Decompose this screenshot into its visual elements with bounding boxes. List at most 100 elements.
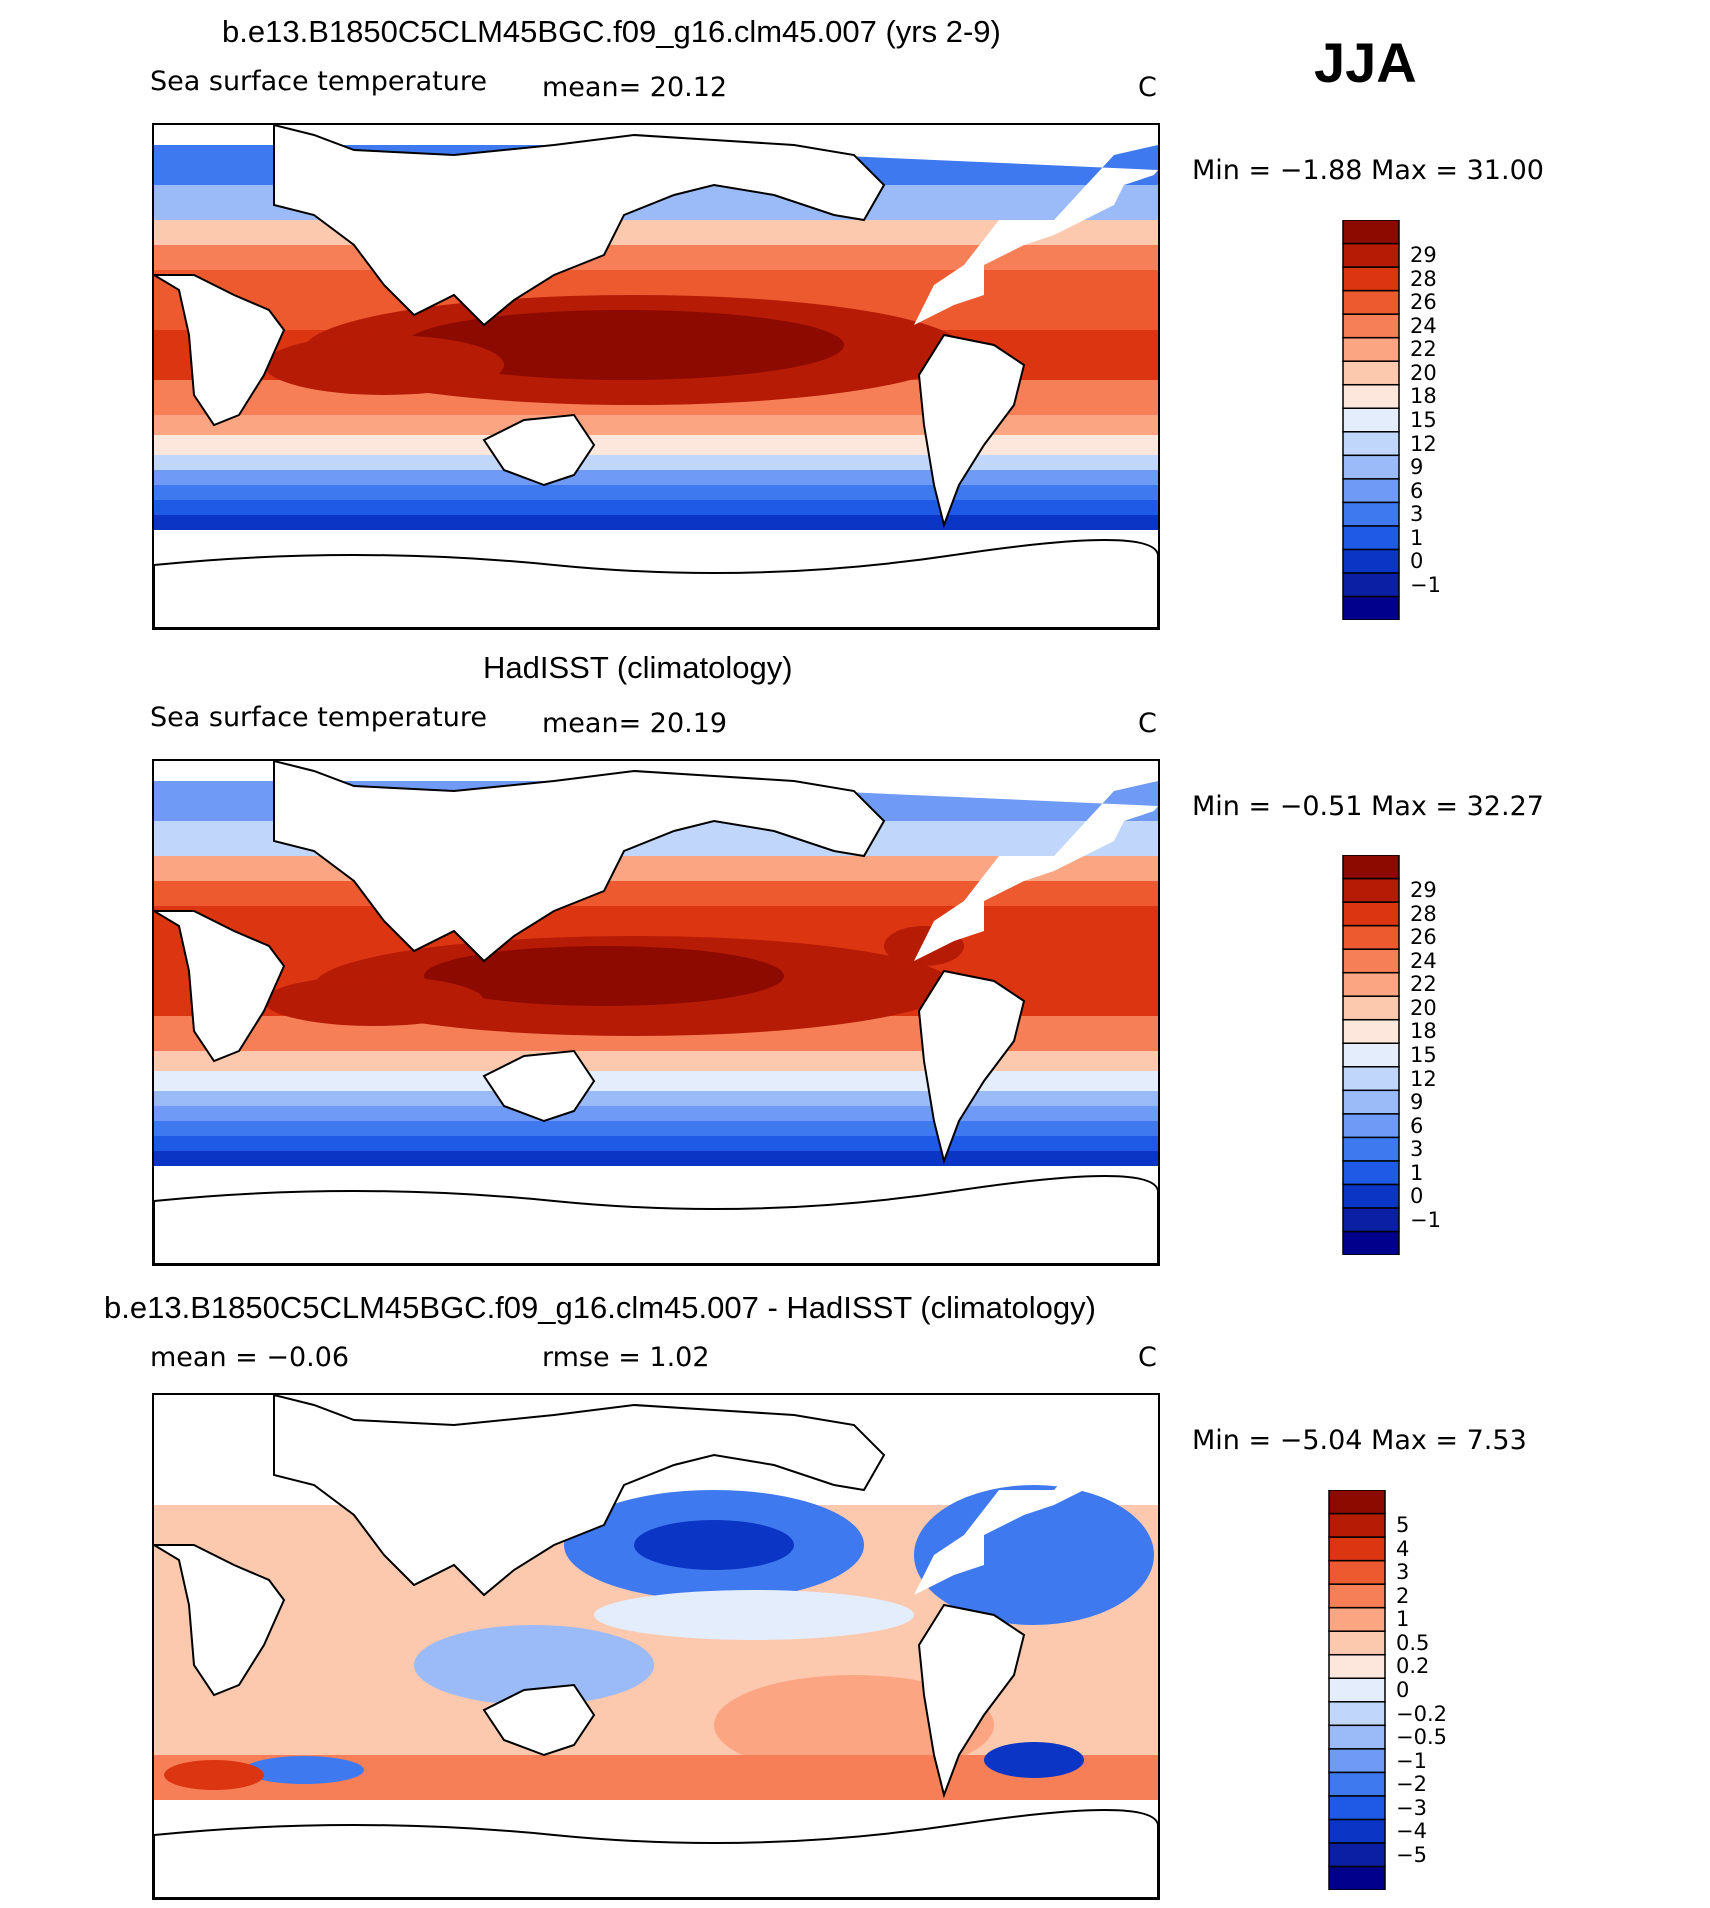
- panel-1-minmax: Min = −1.88 Max = 31.00: [1192, 155, 1544, 186]
- colorbar-swatch: [1328, 1536, 1386, 1562]
- colorbar-swatches: [1342, 219, 1400, 621]
- colorbar-swatch: [1342, 901, 1400, 927]
- colorbar-swatches: [1328, 1489, 1386, 1891]
- panel-3-rmse: rmse = 1.02: [542, 1342, 710, 1373]
- colorbar-swatch: [1342, 948, 1400, 974]
- colorbar-label: 15: [1410, 1043, 1437, 1067]
- colorbar-label: 20: [1410, 360, 1437, 385]
- panel-1-map: [152, 123, 1160, 630]
- colorbar-label: 28: [1410, 901, 1437, 926]
- colorbar-swatch: [1342, 242, 1400, 268]
- colorbar-swatch: [1342, 1066, 1400, 1092]
- colorbar-swatch: [1328, 1677, 1386, 1703]
- colorbar-swatch: [1342, 383, 1400, 409]
- colorbar-swatch: [1342, 1230, 1400, 1256]
- colorbar-swatch: [1342, 854, 1400, 880]
- colorbar-swatch: [1342, 995, 1400, 1021]
- panel-3-difference-field: [154, 1395, 1158, 1898]
- panel-2-mean: mean= 20.19: [542, 708, 728, 739]
- colorbar-label: 9: [1410, 455, 1424, 480]
- colorbar-swatch: [1342, 877, 1400, 903]
- panel-2-sst-field: [154, 761, 1158, 1264]
- panel-3-map: [152, 1393, 1160, 1900]
- colorbar-swatch: [1342, 454, 1400, 480]
- panel-3-colorbar-labels: 5 4 3 2 1 0.5 0.2 0 −0.2 −0.5 −1 −2 −3 −4 −5: [1396, 1490, 1536, 1890]
- colorbar-label: −0.2: [1396, 1701, 1447, 1726]
- colorbar-swatch: [1328, 1842, 1386, 1868]
- colorbar-swatch: [1342, 924, 1400, 950]
- colorbar-swatch: [1342, 501, 1400, 527]
- colorbar-label: 29: [1410, 243, 1437, 268]
- colorbar-swatch: [1342, 1113, 1400, 1139]
- colorbar-label: 26: [1410, 925, 1437, 950]
- panel-1-mean: mean= 20.12: [542, 72, 728, 103]
- colorbar-swatch: [1342, 478, 1400, 504]
- colorbar-swatch: [1328, 1512, 1386, 1538]
- colorbar-swatch: [1328, 1748, 1386, 1774]
- colorbar-swatch: [1328, 1606, 1386, 1632]
- colorbar-swatch: [1342, 525, 1400, 551]
- colorbar-swatch: [1328, 1771, 1386, 1797]
- panel-3-colorbar: [1328, 1489, 1386, 1891]
- panel-1-title: b.e13.B1850C5CLM45BGC.f09_g16.clm45.007 …: [222, 14, 1001, 49]
- colorbar-label: 4: [1396, 1536, 1410, 1561]
- colorbar-label: 1: [1410, 1160, 1424, 1185]
- panel-2-colorbar: [1342, 854, 1400, 1256]
- colorbar-label: 0: [1396, 1678, 1410, 1702]
- colorbar-label: 3: [1396, 1560, 1410, 1585]
- colorbar-swatch: [1328, 1489, 1386, 1515]
- colorbar-label: 18: [1410, 384, 1437, 409]
- colorbar-label: 9: [1410, 1090, 1424, 1115]
- colorbar-label: 0.5: [1396, 1630, 1430, 1655]
- colorbar-swatch: [1342, 313, 1400, 339]
- colorbar-swatch: [1342, 548, 1400, 574]
- colorbar-label: 12: [1410, 431, 1437, 456]
- panel-3-minmax: Min = −5.04 Max = 7.53: [1192, 1425, 1527, 1456]
- colorbar-swatch: [1342, 360, 1400, 386]
- colorbar-label: −1: [1396, 1748, 1427, 1773]
- panel-2-variable: Sea surface temperature: [150, 702, 487, 733]
- colorbar-label: −0.5: [1396, 1725, 1447, 1750]
- colorbar-swatch: [1342, 1183, 1400, 1209]
- panel-1-colorbar: [1342, 219, 1400, 621]
- colorbar-label: −3: [1396, 1795, 1427, 1820]
- colorbar-label: −1: [1410, 1207, 1441, 1232]
- colorbar-swatch: [1328, 1724, 1386, 1750]
- colorbar-swatch: [1342, 219, 1400, 245]
- colorbar-swatch: [1328, 1701, 1386, 1727]
- panel-2-map: [152, 759, 1160, 1266]
- colorbar-label: 20: [1410, 995, 1437, 1020]
- colorbar-label: 12: [1410, 1066, 1437, 1091]
- colorbar-swatch: [1328, 1818, 1386, 1844]
- colorbar-swatch: [1328, 1795, 1386, 1821]
- colorbar-label: 1: [1396, 1607, 1410, 1632]
- colorbar-label: −1: [1410, 572, 1441, 597]
- colorbar-label: 26: [1410, 290, 1437, 315]
- colorbar-swatch: [1342, 1136, 1400, 1162]
- panel-1-colorbar-labels: 29 28 26 24 22 20 18 15 12 9 6 3 1 0 −1: [1410, 220, 1530, 620]
- panel-2-minmax: Min = −0.51 Max = 32.27: [1192, 791, 1544, 822]
- colorbar-swatch: [1342, 595, 1400, 621]
- colorbar-label: 22: [1410, 972, 1437, 997]
- colorbar-swatch: [1342, 407, 1400, 433]
- colorbar-label: 24: [1410, 948, 1437, 973]
- colorbar-label: 15: [1410, 408, 1437, 432]
- colorbar-swatch: [1342, 1160, 1400, 1186]
- colorbar-label: 1: [1410, 525, 1424, 550]
- season-label: JJA: [1314, 31, 1417, 94]
- panel-2-colorbar-labels: 29 28 26 24 22 20 18 15 12 9 6 3 1 0 −1: [1410, 855, 1530, 1255]
- colorbar-label: −4: [1396, 1819, 1427, 1844]
- colorbar-label: 22: [1410, 337, 1437, 362]
- colorbar-swatch: [1328, 1630, 1386, 1656]
- colorbar-swatch: [1342, 336, 1400, 362]
- colorbar-swatch: [1342, 1042, 1400, 1068]
- colorbar-swatch: [1342, 572, 1400, 598]
- colorbar-label: 28: [1410, 266, 1437, 291]
- colorbar-label: 0.2: [1396, 1654, 1430, 1679]
- colorbar-label: −2: [1396, 1772, 1427, 1797]
- colorbar-swatch: [1342, 431, 1400, 457]
- colorbar-swatch: [1342, 266, 1400, 292]
- panel-1-units: C: [1138, 72, 1157, 103]
- colorbar-label: 6: [1410, 478, 1424, 503]
- panel-2-units: C: [1138, 708, 1157, 739]
